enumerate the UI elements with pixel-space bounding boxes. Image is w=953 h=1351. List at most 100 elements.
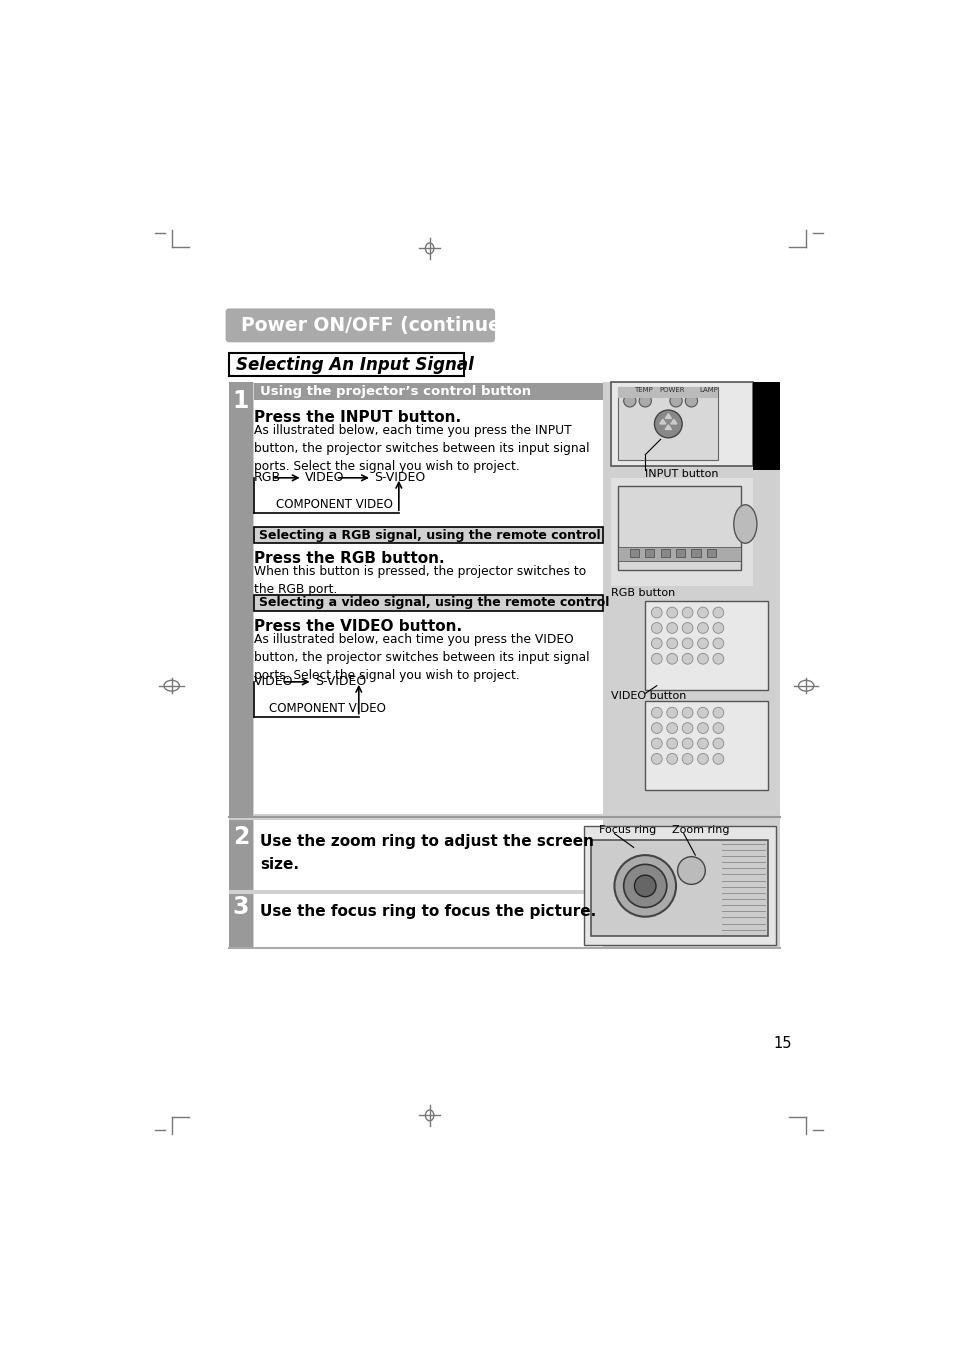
Text: COMPONENT VIDEO: COMPONENT VIDEO [269, 701, 386, 715]
Bar [644, 601, 767, 689]
Text: As illustrated below, each time you press the INPUT
button, the projector switch: As illustrated below, each time you pres… [253, 424, 589, 473]
Bar [644, 550, 654, 557]
Text: Press the INPUT button.: Press the INPUT button. [253, 411, 460, 426]
Circle shape [712, 623, 723, 634]
Circle shape [697, 607, 708, 617]
Circle shape [651, 723, 661, 734]
Bar [229, 893, 253, 947]
Circle shape [651, 607, 661, 617]
Bar [752, 381, 780, 470]
Text: VIDEO: VIDEO [253, 676, 294, 689]
Circle shape [623, 394, 636, 407]
Text: Use the zoom ring to adjust the screen
size.: Use the zoom ring to adjust the screen s… [260, 835, 594, 871]
Bar [253, 893, 602, 947]
Bar [618, 547, 740, 561]
Bar [618, 485, 740, 570]
Bar [229, 353, 464, 376]
Text: 15: 15 [772, 1036, 791, 1051]
Bar [229, 381, 253, 816]
Circle shape [697, 723, 708, 734]
Circle shape [666, 723, 677, 734]
Circle shape [634, 875, 656, 897]
Circle shape [666, 623, 677, 634]
Circle shape [681, 708, 692, 719]
Text: 1: 1 [233, 389, 249, 413]
Text: 2: 2 [233, 825, 249, 850]
Circle shape [666, 738, 677, 748]
Text: As illustrated below, each time you press the VIDEO
button, the projector switch: As illustrated below, each time you pres… [253, 632, 589, 682]
Circle shape [666, 754, 677, 765]
Circle shape [681, 623, 692, 634]
Circle shape [697, 654, 708, 665]
Circle shape [669, 394, 681, 407]
Circle shape [712, 708, 723, 719]
Bar [229, 381, 780, 947]
Bar [253, 820, 602, 890]
Circle shape [684, 394, 697, 407]
Circle shape [697, 738, 708, 748]
Circle shape [623, 865, 666, 908]
Circle shape [666, 607, 677, 617]
Text: RGB button: RGB button [610, 588, 674, 598]
Bar [229, 820, 253, 890]
Text: Use the focus ring to focus the picture.: Use the focus ring to focus the picture. [260, 904, 596, 920]
Text: When this button is pressed, the projector switches to
the RGB port.: When this button is pressed, the project… [253, 565, 586, 596]
Text: Zoom ring: Zoom ring [672, 825, 729, 835]
Circle shape [651, 638, 661, 648]
Text: S-VIDEO: S-VIDEO [374, 471, 425, 484]
FancyArrow shape [670, 419, 677, 424]
Text: 3: 3 [233, 896, 249, 920]
Text: Focus ring: Focus ring [598, 825, 656, 835]
Circle shape [651, 708, 661, 719]
Text: VIDEO button: VIDEO button [610, 690, 685, 701]
Circle shape [681, 723, 692, 734]
Circle shape [681, 654, 692, 665]
Text: INPUT button: INPUT button [644, 469, 718, 480]
Bar [253, 384, 602, 400]
Text: POWER: POWER [659, 386, 684, 393]
Circle shape [712, 723, 723, 734]
Bar [583, 825, 776, 946]
Ellipse shape [733, 505, 756, 543]
Circle shape [651, 738, 661, 748]
FancyArrow shape [664, 413, 671, 419]
Circle shape [712, 654, 723, 665]
Bar [610, 478, 752, 585]
Circle shape [697, 754, 708, 765]
Bar [591, 840, 767, 936]
Circle shape [651, 654, 661, 665]
FancyArrow shape [664, 424, 671, 430]
Circle shape [666, 708, 677, 719]
Text: Power ON/OFF (continued): Power ON/OFF (continued) [241, 316, 522, 335]
Circle shape [681, 754, 692, 765]
Text: Selecting a video signal, using the remote control: Selecting a video signal, using the remo… [258, 596, 608, 609]
Circle shape [712, 738, 723, 748]
Circle shape [697, 623, 708, 634]
Text: Press the RGB button.: Press the RGB button. [253, 551, 444, 566]
Circle shape [651, 754, 661, 765]
Bar [618, 386, 718, 397]
Circle shape [697, 708, 708, 719]
Bar [691, 550, 700, 557]
Circle shape [712, 638, 723, 648]
FancyBboxPatch shape [225, 308, 495, 342]
Bar [253, 381, 602, 815]
FancyArrow shape [659, 419, 665, 424]
Circle shape [697, 638, 708, 648]
Text: LAMP: LAMP [699, 386, 718, 393]
Text: VIDEO: VIDEO [305, 471, 344, 484]
Circle shape [712, 754, 723, 765]
Circle shape [651, 623, 661, 634]
Text: Selecting An Input Signal: Selecting An Input Signal [235, 355, 473, 374]
Circle shape [654, 411, 681, 438]
Text: S-VIDEO: S-VIDEO [314, 676, 366, 689]
Bar [253, 527, 602, 543]
Bar [644, 701, 767, 790]
Text: Selecting a RGB signal, using the remote control: Selecting a RGB signal, using the remote… [258, 528, 599, 542]
Circle shape [639, 394, 651, 407]
Text: Press the VIDEO button.: Press the VIDEO button. [253, 619, 461, 634]
Circle shape [681, 638, 692, 648]
Bar [618, 386, 718, 461]
Circle shape [677, 857, 704, 885]
Bar [610, 381, 752, 466]
